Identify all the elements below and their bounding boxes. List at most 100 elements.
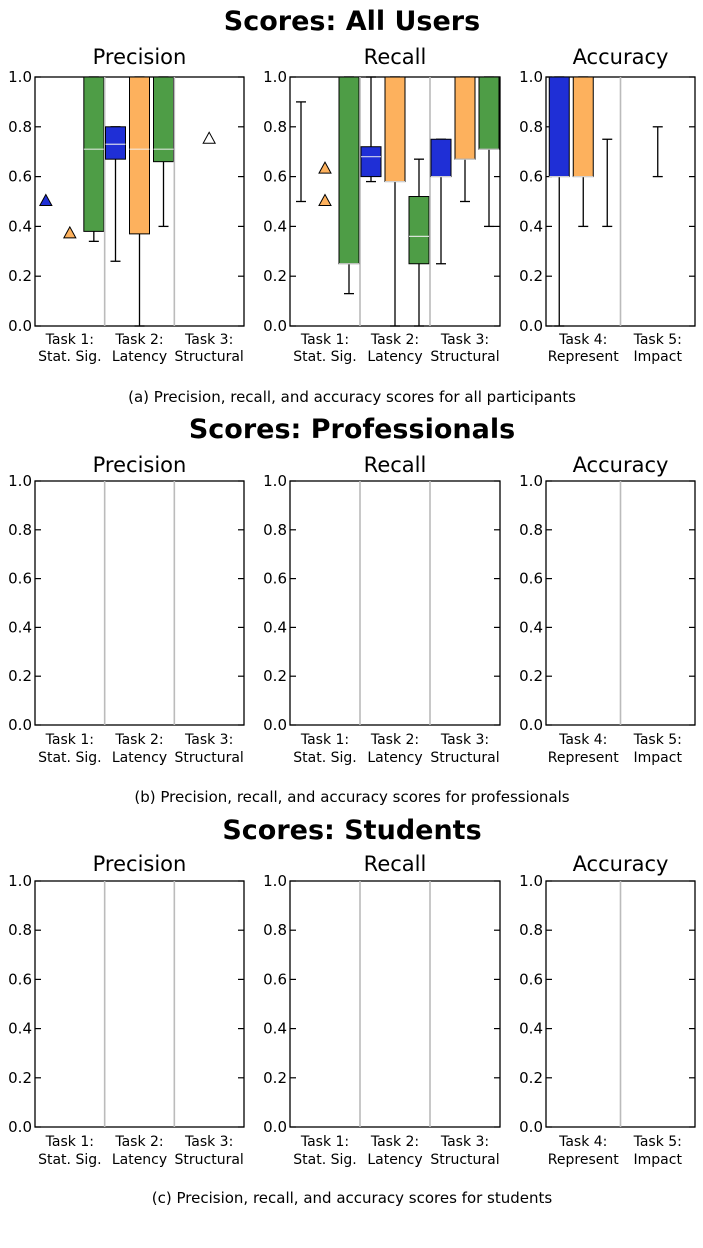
y-tick-label: 0.0 — [8, 317, 32, 335]
panel-title: Accuracy — [573, 45, 669, 69]
x-category-sublabel: Latency — [367, 750, 422, 766]
x-category-label: Task 2: — [370, 732, 419, 748]
box — [360, 146, 382, 178]
x-category-sublabel: Represent — [548, 1152, 619, 1168]
x-category-label: Task 2: — [370, 332, 419, 348]
y-tick-label: 0.8 — [8, 521, 32, 539]
x-category-label: Task 1: — [45, 1134, 94, 1150]
outlier-triangle — [318, 193, 332, 206]
x-category-label: Task 1: — [300, 332, 349, 348]
x-category-sublabel: Stat. Sig. — [38, 750, 101, 766]
caption-text: Precision, recall, and accuracy scores f… — [154, 388, 576, 406]
caption-prefix: (a) — [128, 388, 154, 406]
x-category-label: Task 3: — [440, 332, 489, 348]
y-tick-label: 0.2 — [519, 267, 543, 285]
x-category-label: Task 4: — [558, 332, 607, 348]
caption-text: Precision, recall, and accuracy scores f… — [160, 788, 569, 806]
y-tick-label: 0.0 — [263, 317, 287, 335]
x-category-label: Task 3: — [184, 332, 233, 348]
x-category-sublabel: Stat. Sig. — [38, 349, 101, 365]
y-tick-label: 0.0 — [519, 317, 543, 335]
outlier-triangle — [318, 161, 332, 174]
figure-title: Scores: Students — [222, 815, 481, 846]
x-category-sublabel: Latency — [112, 1152, 167, 1168]
x-category-sublabel: Represent — [548, 349, 619, 365]
y-tick-label: 0.2 — [8, 1069, 32, 1087]
x-category-sublabel: Represent — [548, 750, 619, 766]
box — [384, 76, 406, 183]
y-tick-label: 0.8 — [519, 921, 543, 939]
x-category-sublabel: Structural — [430, 1152, 499, 1168]
x-category-label: Task 2: — [114, 332, 163, 348]
y-tick-label: 0.4 — [263, 618, 287, 636]
figure-caption: (a) Precision, recall, and accuracy scor… — [128, 388, 576, 406]
x-category-label: Task 4: — [558, 1134, 607, 1150]
box — [83, 76, 105, 232]
y-tick-label: 1.0 — [263, 472, 287, 490]
x-category-label: Task 5: — [633, 332, 682, 348]
figure-caption: (c) Precision, recall, and accuracy scor… — [152, 1189, 553, 1207]
box — [478, 76, 500, 150]
y-tick-label: 0.0 — [8, 716, 32, 734]
x-category-sublabel: Structural — [175, 750, 244, 766]
y-tick-label: 0.4 — [263, 217, 287, 235]
x-category-sublabel: Structural — [175, 349, 244, 365]
y-tick-label: 0.4 — [519, 1020, 543, 1038]
panel-title: Accuracy — [573, 453, 669, 477]
caption-text: Precision, recall, and accuracy scores f… — [177, 1189, 553, 1207]
y-tick-label: 0.8 — [519, 118, 543, 136]
x-category-label: Task 1: — [45, 732, 94, 748]
outlier-triangle — [38, 193, 53, 206]
y-tick-label: 1.0 — [519, 472, 543, 490]
y-tick-label: 1.0 — [519, 872, 543, 890]
y-tick-label: 0.2 — [263, 667, 287, 685]
x-category-sublabel: Impact — [634, 750, 683, 766]
y-tick-label: 0.4 — [519, 217, 543, 235]
x-category-sublabel: Latency — [112, 349, 167, 365]
panel-title: Recall — [364, 453, 427, 477]
box — [572, 76, 594, 178]
panel-title: Precision — [93, 45, 187, 69]
y-tick-label: 0.4 — [8, 618, 32, 636]
x-category-label: Task 3: — [184, 1134, 233, 1150]
y-tick-label: 0.2 — [8, 267, 32, 285]
y-tick-label: 0.2 — [263, 1069, 287, 1087]
y-tick-label: 0.2 — [519, 667, 543, 685]
outlier-triangle — [202, 131, 217, 144]
y-tick-label: 0.2 — [263, 267, 287, 285]
y-tick-label: 0.2 — [8, 667, 32, 685]
caption-prefix: (c) — [152, 1189, 177, 1207]
plot-frame — [289, 880, 501, 1128]
x-category-sublabel: Structural — [430, 349, 499, 365]
caption-prefix: (b) — [134, 788, 160, 806]
box — [129, 76, 150, 235]
box — [430, 138, 452, 178]
y-tick-label: 0.8 — [519, 521, 543, 539]
x-category-sublabel: Latency — [367, 349, 422, 365]
x-category-label: Task 3: — [440, 732, 489, 748]
x-category-label: Task 3: — [440, 1134, 489, 1150]
x-category-sublabel: Impact — [634, 349, 683, 365]
y-tick-label: 0.0 — [263, 1118, 287, 1136]
y-tick-label: 0.6 — [519, 970, 543, 988]
x-category-label: Task 1: — [300, 732, 349, 748]
x-category-label: Task 3: — [184, 732, 233, 748]
y-tick-label: 0.6 — [263, 970, 287, 988]
x-category-label: Task 1: — [300, 1134, 349, 1150]
box — [105, 126, 126, 160]
x-category-label: Task 2: — [114, 1134, 163, 1150]
x-category-label: Task 4: — [558, 732, 607, 748]
y-tick-label: 1.0 — [8, 68, 32, 86]
y-tick-label: 0.6 — [8, 570, 32, 588]
panel-title: Recall — [364, 852, 427, 876]
y-tick-label: 0.0 — [263, 716, 287, 734]
y-tick-label: 0.8 — [8, 118, 32, 136]
x-category-label: Task 5: — [633, 1134, 682, 1150]
y-tick-label: 0.0 — [8, 1118, 32, 1136]
figure-title: Scores: All Users — [224, 6, 480, 37]
panel-title: Precision — [93, 453, 187, 477]
panel-title: Precision — [93, 852, 187, 876]
x-category-label: Task 5: — [633, 732, 682, 748]
box — [454, 76, 476, 160]
